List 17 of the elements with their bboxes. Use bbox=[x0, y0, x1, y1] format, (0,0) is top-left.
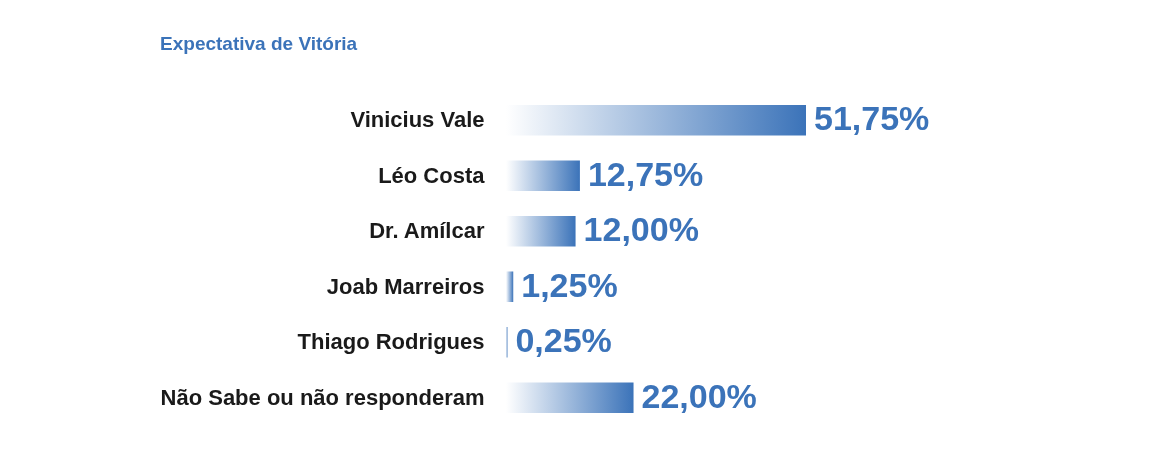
y-tick-label: Léo Costa bbox=[378, 162, 486, 188]
text: Expectativa de Vitória bbox=[160, 33, 358, 54]
bar bbox=[506, 382, 634, 413]
data-label: 22,00% bbox=[641, 376, 757, 415]
bar bbox=[506, 271, 514, 302]
data-label: 12,75% bbox=[587, 154, 704, 193]
y-tick-label: Vinicius Vale bbox=[350, 107, 485, 133]
y-tick-label: Não Sabe ou não responderam bbox=[160, 384, 485, 410]
y-tick-label: Thiago Rodrigues bbox=[297, 329, 485, 355]
y-tick-label: Dr. Amílcar bbox=[369, 218, 485, 244]
data-label: 0,25% bbox=[515, 321, 612, 360]
data-label: 51,75% bbox=[814, 99, 930, 138]
data-label: 1,25% bbox=[521, 265, 618, 304]
data-label: 12,00% bbox=[583, 210, 699, 249]
y-tick-label: Joab Marreiros bbox=[326, 273, 485, 299]
bar bbox=[506, 160, 580, 192]
bar bbox=[506, 216, 576, 247]
